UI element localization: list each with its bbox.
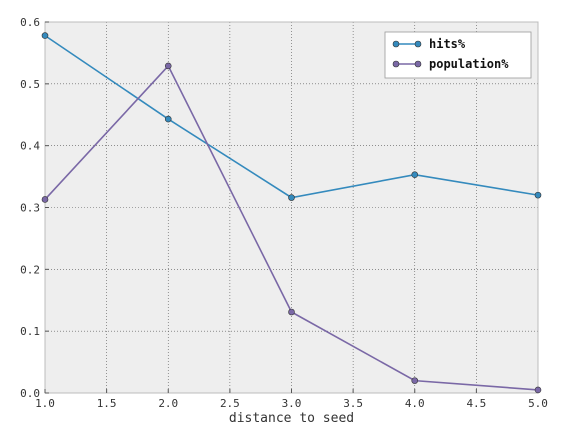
y-tick-label: 0.4 [20,140,40,153]
legend-label: hits% [429,37,466,51]
x-tick-label: 5.0 [528,397,548,410]
data-point [411,171,419,179]
data-point [534,191,542,199]
legend-marker [414,60,422,68]
y-tick-label: 0.3 [20,202,40,215]
series-population [41,62,542,394]
legend: hits% population% [384,31,532,79]
x-tick-label: 1.5 [97,397,117,410]
y-tick-label: 0.1 [20,325,40,338]
x-tick-label: 3.5 [343,397,363,410]
series-layer [41,32,542,394]
y-axis-ticks: 0.0 0.1 0.2 0.3 0.4 0.5 0.6 [20,16,49,400]
x-tick-label: 2.5 [220,397,240,410]
y-tick-label: 0.0 [20,387,40,400]
data-point [288,308,295,316]
x-tick-label: 2.0 [158,397,178,410]
legend-marker [392,40,400,48]
legend-label: population% [429,57,509,71]
y-tick-label: 0.6 [20,16,40,29]
data-point [411,377,419,384]
data-point [164,115,172,123]
x-axis-ticks: 1.0 1.5 2.0 2.5 3.0 3.5 4.0 4.5 5.0 [35,389,548,410]
legend-item: population% [392,57,509,71]
legend-box [384,31,532,79]
data-point [41,32,49,39]
x-tick-label: 4.5 [466,397,486,410]
data-point [164,62,172,70]
legend-marker [414,40,422,48]
data-point [288,194,295,201]
x-tick-label: 4.0 [405,397,425,410]
data-point [534,386,542,394]
x-tick-label: 3.0 [282,397,302,410]
data-point [41,196,49,203]
y-tick-label: 0.5 [20,78,40,91]
x-tick-label: 1.0 [35,397,55,410]
legend-marker [392,60,400,68]
y-tick-label: 0.2 [20,263,40,276]
series-hits [41,32,542,201]
x-axis-title: distance to seed [229,411,354,426]
legend-item: hits% [392,37,466,51]
